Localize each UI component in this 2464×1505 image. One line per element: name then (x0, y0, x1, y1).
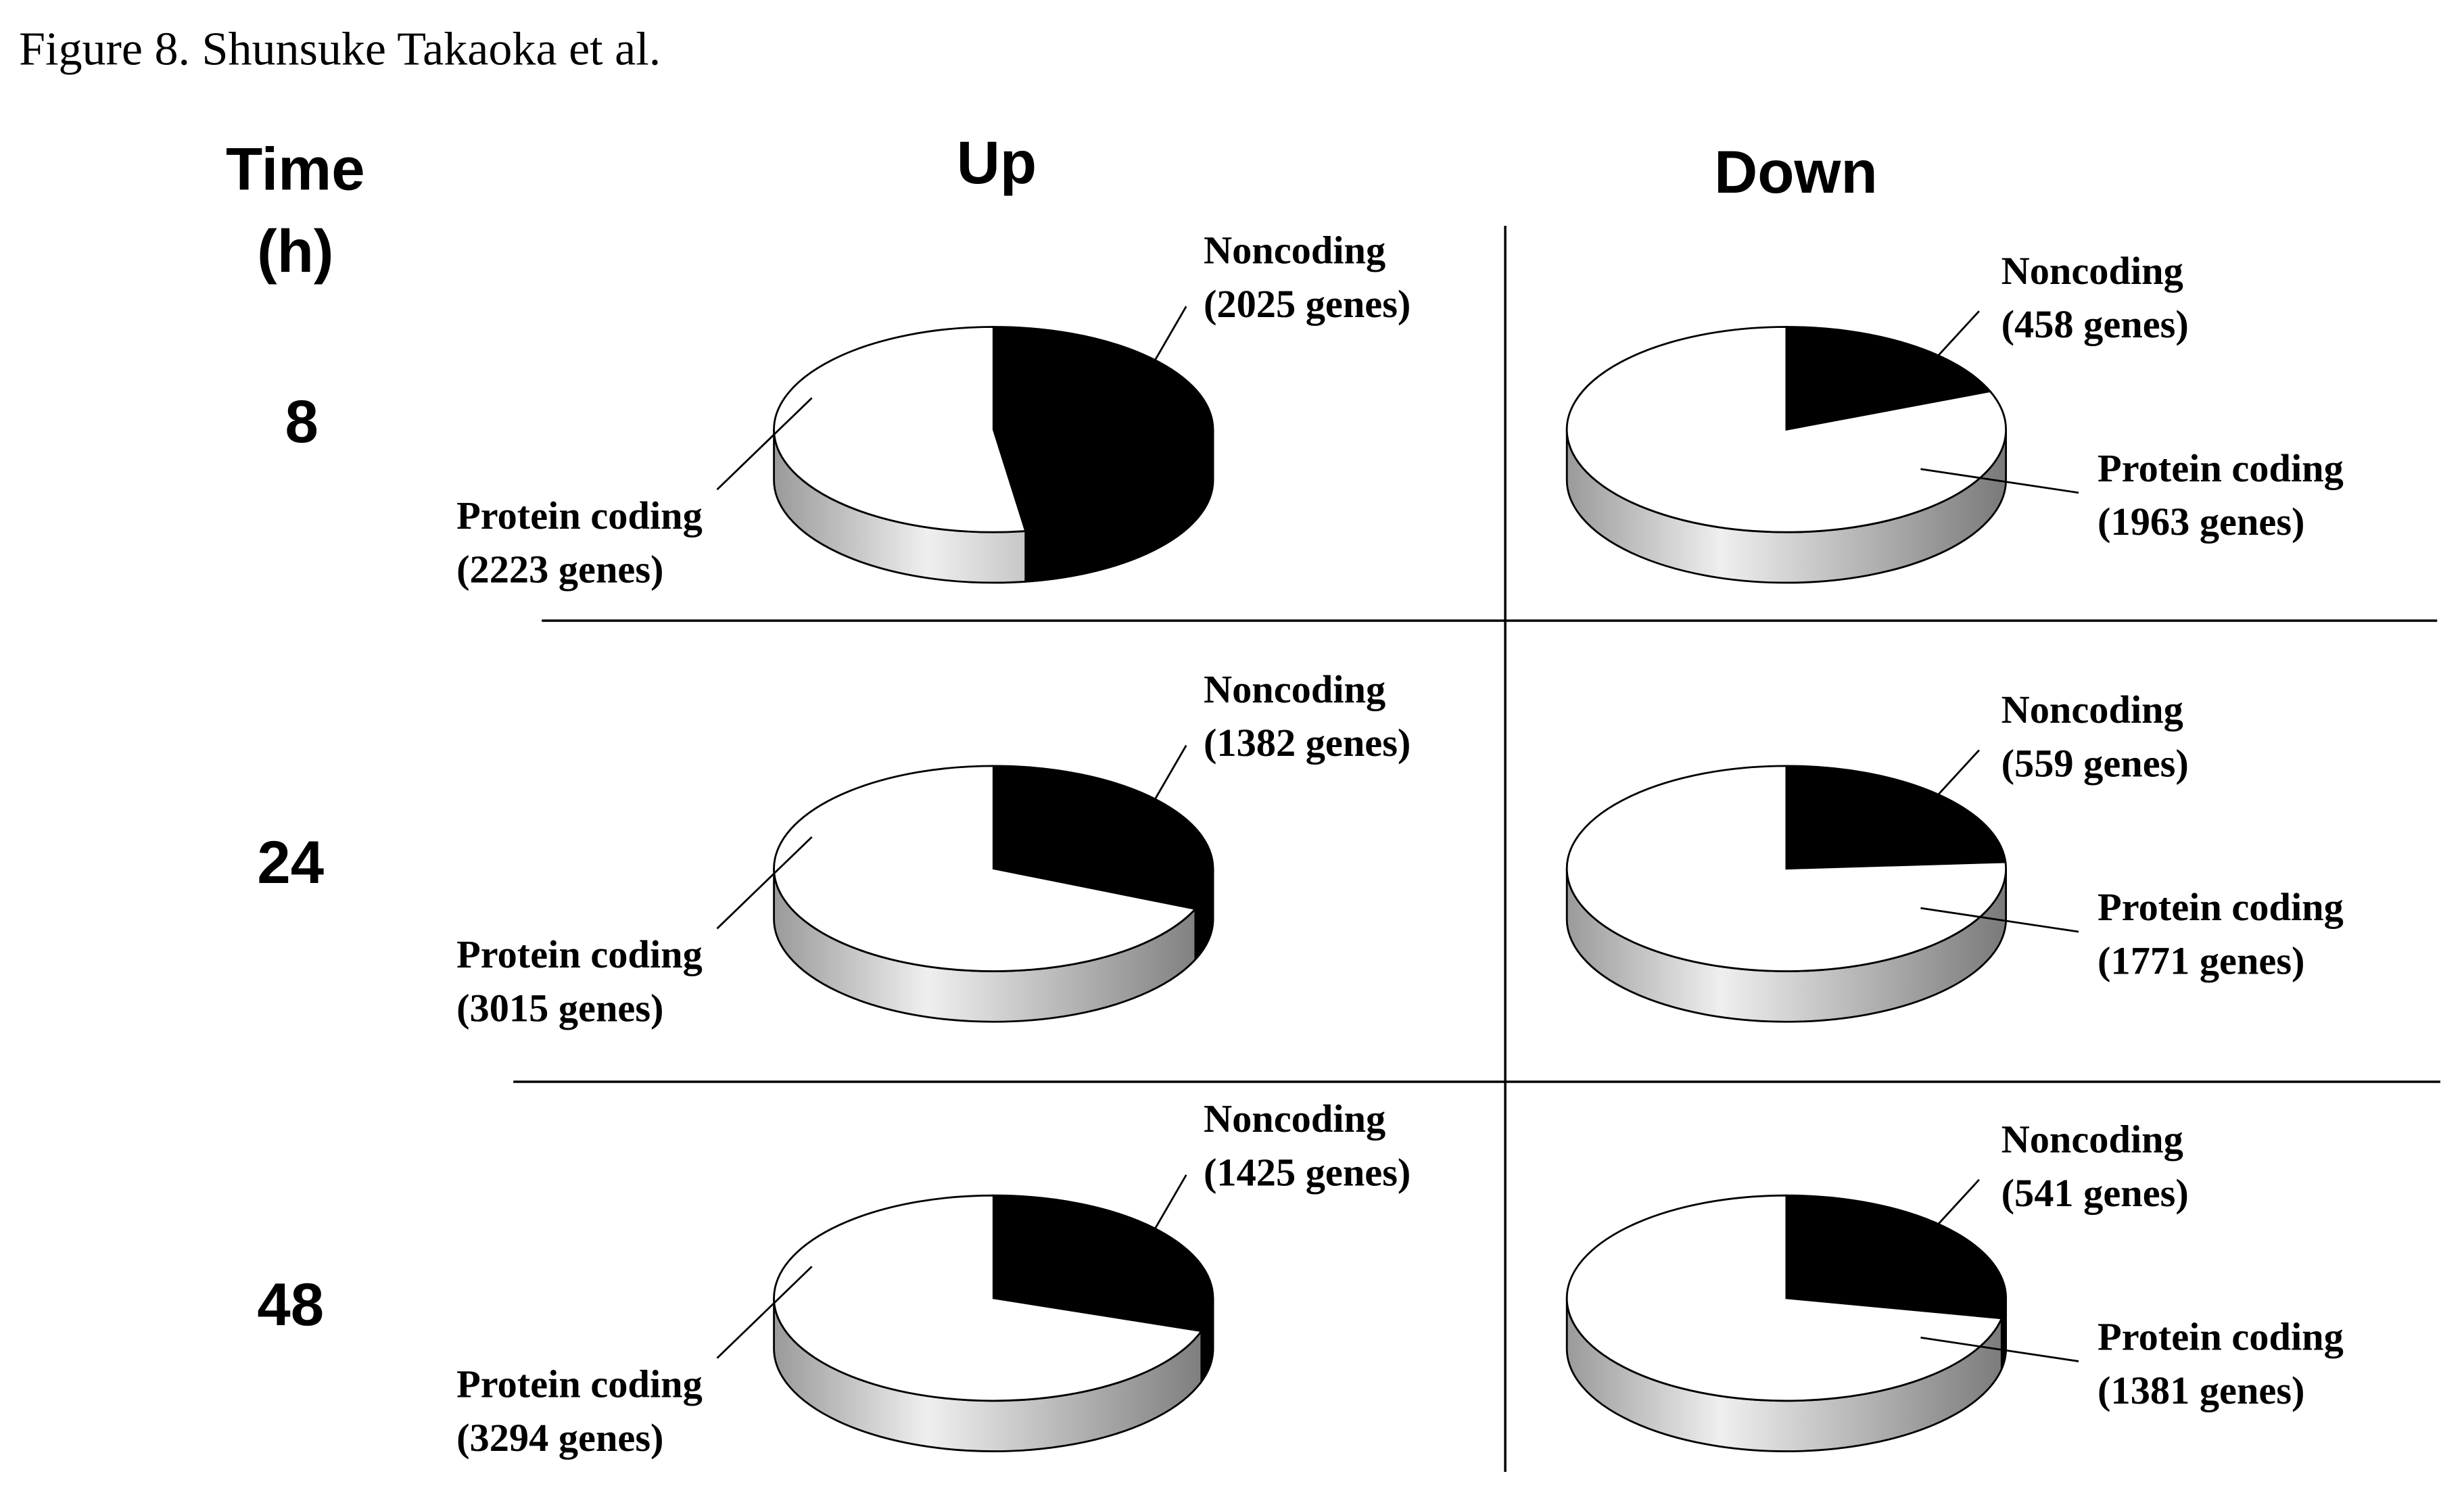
value-label: (1382 genes) (1204, 721, 1411, 765)
value-label: (1771 genes) (2098, 939, 2304, 983)
slice-label: Protein coding (2098, 885, 2344, 929)
value-label: (1963 genes) (2098, 500, 2304, 544)
leader-line (1150, 306, 1187, 367)
value-label: (1425 genes) (1204, 1151, 1411, 1195)
pie-slice (1565, 1194, 2004, 1402)
leader-line (1924, 749, 1980, 809)
row-header: (h) (257, 218, 333, 285)
slice-label: Protein coding (456, 494, 703, 538)
slice-label: Protein coding (2098, 1314, 2344, 1358)
leader-line (1920, 1337, 2079, 1362)
pie-slice (1785, 1194, 2007, 1320)
row-label: 8 (285, 388, 318, 455)
slice-label: Noncoding (2001, 1118, 2183, 1162)
row-label: 48 (257, 1271, 324, 1338)
leader-line (716, 1266, 813, 1359)
pie-slice (1565, 765, 2007, 972)
slice-label: Noncoding (1204, 1097, 1385, 1141)
slice-label: Noncoding (2001, 688, 2183, 732)
slice-label: Protein coding (2098, 446, 2344, 490)
slice-label: Protein coding (456, 1362, 703, 1406)
leader-line (1924, 1178, 1980, 1239)
value-label: (1381 genes) (2098, 1368, 2304, 1412)
slice-label: Noncoding (1204, 228, 1385, 272)
leader-line (716, 397, 813, 491)
slice-label: Protein coding (456, 932, 703, 976)
leader-line (716, 836, 813, 930)
pie-slice (1565, 326, 2007, 533)
pie-slice (992, 765, 1214, 910)
column-header: Down (1714, 139, 1878, 206)
row-label: 24 (257, 829, 324, 896)
leader-line (1920, 907, 2079, 933)
value-label: (3015 genes) (456, 986, 663, 1030)
pie-slice (1785, 326, 1992, 431)
slice-label: Noncoding (1204, 667, 1385, 711)
figure-title: Figure 8. Shunsuke Takaoka et al. (19, 23, 661, 75)
leader-line (1920, 468, 2079, 494)
value-label: (541 genes) (2001, 1171, 2189, 1215)
value-label: (2223 genes) (456, 547, 663, 591)
pie-slice (1785, 765, 2007, 870)
leader-line (1150, 744, 1187, 806)
value-label: (3294 genes) (456, 1416, 663, 1460)
column-header: Up (957, 129, 1037, 196)
leader-line (1150, 1174, 1187, 1236)
row-header: Time (226, 135, 365, 202)
value-label: (2025 genes) (1204, 282, 1411, 326)
pie-slice (773, 326, 1027, 533)
slice-label: Noncoding (2001, 249, 2183, 293)
pie-slice (773, 1194, 1204, 1402)
pie-slice (773, 765, 1198, 972)
leader-line (1924, 310, 1980, 371)
value-label: (559 genes) (2001, 742, 2189, 786)
pie-slice (992, 1194, 1214, 1333)
value-label: (458 genes) (2001, 302, 2189, 346)
pie-slice (992, 326, 1214, 533)
